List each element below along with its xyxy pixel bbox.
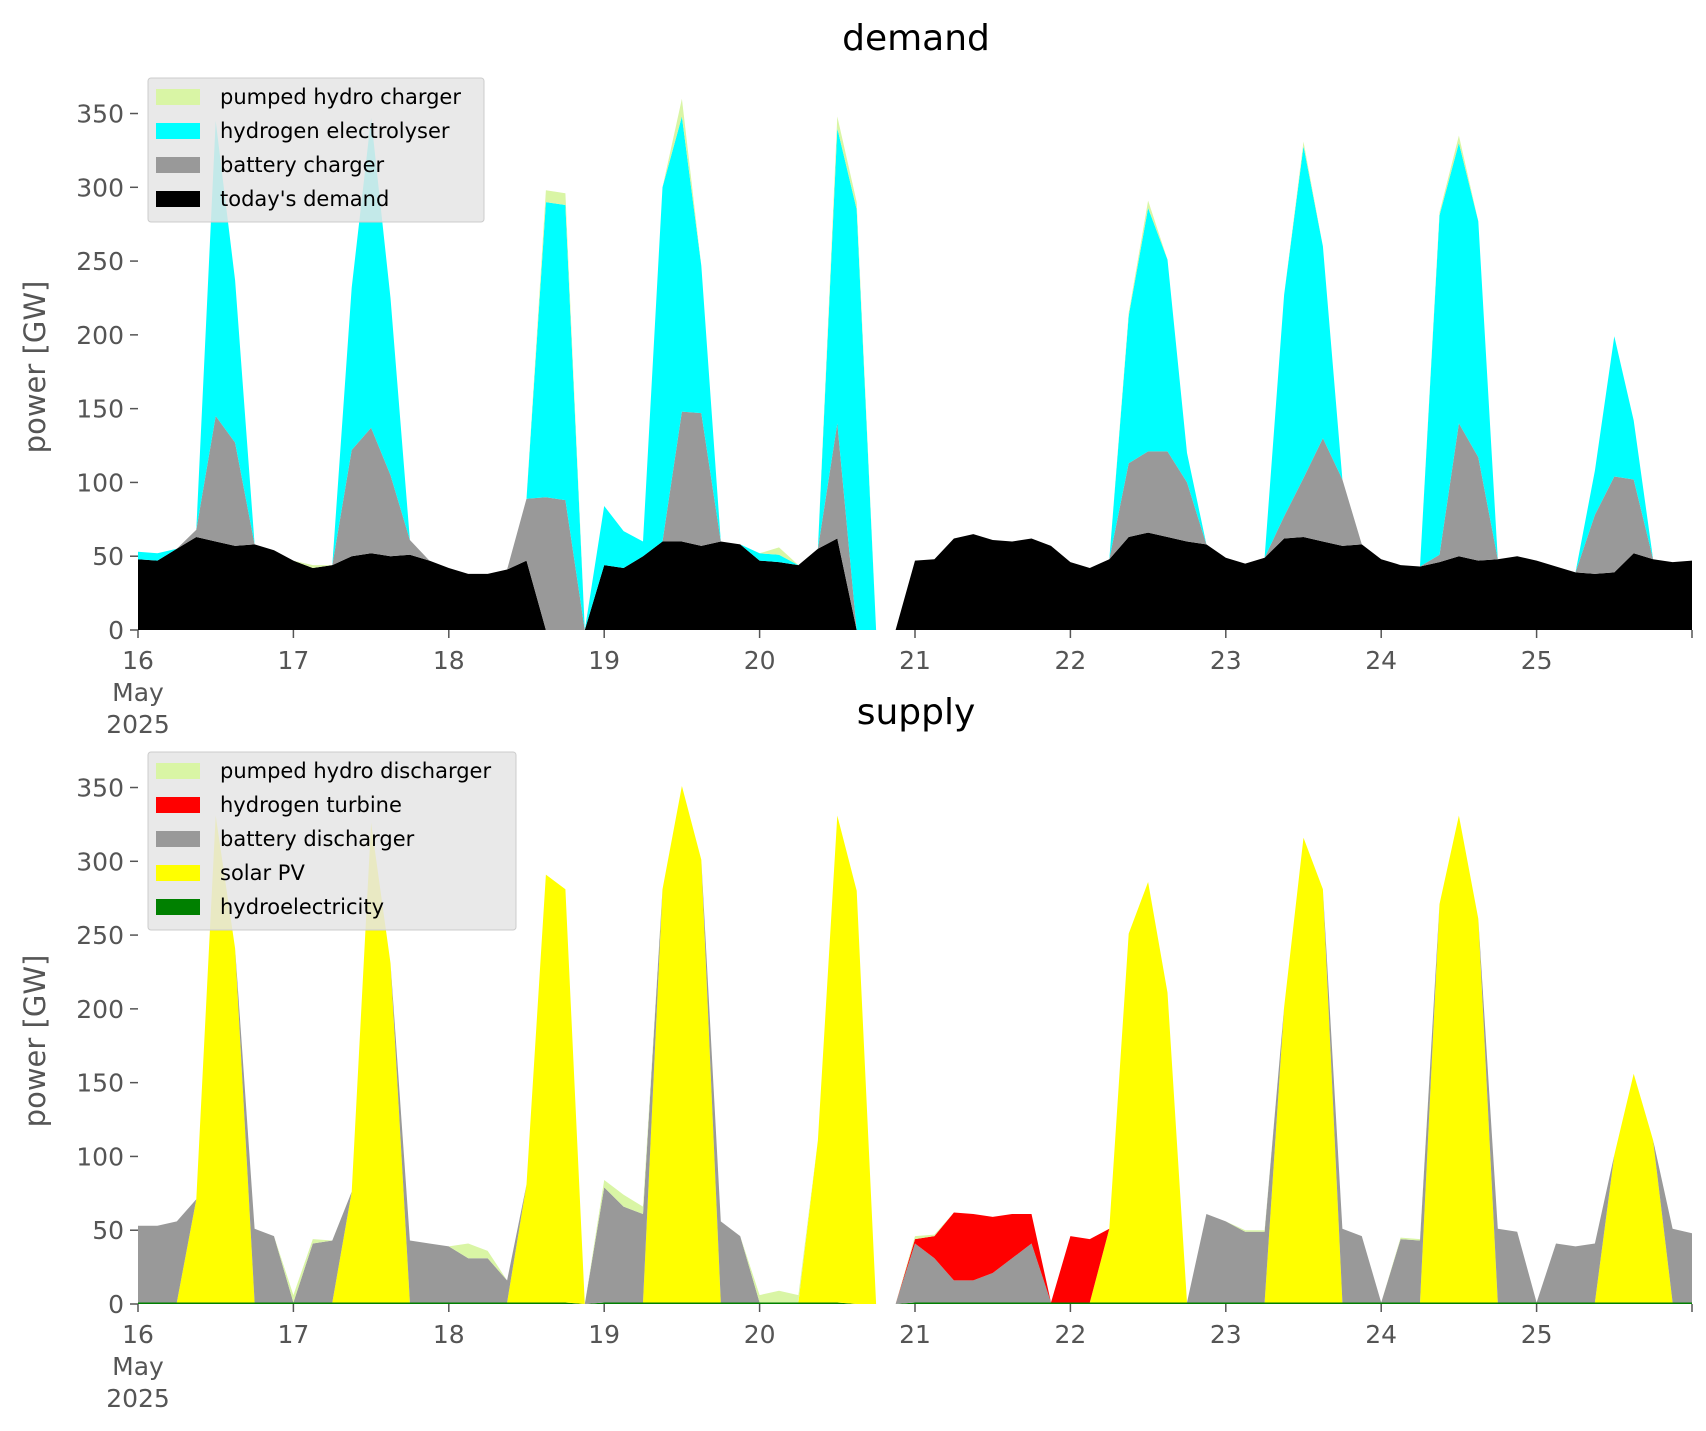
demand-panel: demand power [GW] 0 50 100 150 200 250 300 350 1…	[18, 18, 1693, 739]
y-tick-label: 100	[76, 468, 124, 497]
solar-pv-legend-label: solar PV	[220, 861, 305, 885]
demand-area-layers	[138, 98, 1692, 631]
hydroelectricity-area	[138, 1302, 1692, 1304]
x-tick-label: 23	[1210, 646, 1242, 675]
x-tick-label: May	[112, 1352, 164, 1381]
battery-charger-legend-swatch	[156, 157, 200, 173]
hydroelectricity-legend-label: hydroelectricity	[220, 895, 384, 919]
x-tick-label: 21	[899, 646, 931, 675]
x-tick-label: 24	[1365, 1320, 1397, 1349]
supply-y-axis-label: power [GW]	[18, 955, 52, 1128]
x-tick-label: 20	[744, 646, 776, 675]
x-tick-label: 20	[744, 1320, 776, 1349]
hydrogen-electrolyser-area	[138, 116, 1692, 630]
x-tick-label: 19	[588, 1320, 620, 1349]
solar-pv-area	[138, 786, 1692, 1304]
y-tick-label: 250	[76, 247, 124, 276]
supply-panel: supply power [GW] 0 50 100 150 200 250 300 350 1…	[18, 692, 1693, 1413]
y-tick-label: 0	[108, 616, 124, 645]
y-tick-label: 200	[76, 321, 124, 350]
supply-area-layers	[138, 786, 1692, 1304]
hydrogen-electrolyser-legend-swatch	[156, 123, 200, 139]
x-tick-label: May	[112, 678, 164, 707]
x-tick-label: 23	[1210, 1320, 1242, 1349]
y-tick-label: 350	[76, 774, 124, 803]
demand-y-axis-label: power [GW]	[18, 281, 52, 454]
x-tick-label: 2025	[106, 1384, 170, 1413]
y-tick-label: 250	[76, 921, 124, 950]
demand-chart-title: demand	[842, 18, 990, 59]
y-tick-label: 300	[76, 173, 124, 202]
battery-discharger-legend-label: battery discharger	[220, 827, 415, 851]
supply-chart-title: supply	[857, 692, 976, 733]
legend-box	[147, 77, 485, 223]
x-tick-label: 25	[1521, 1320, 1553, 1349]
pumped-hydro-discharger-legend-label: pumped hydro discharger	[220, 759, 491, 783]
y-tick-label: 350	[76, 100, 124, 129]
y-tick-label: 0	[108, 1290, 124, 1319]
x-tick-label: 21	[899, 1320, 931, 1349]
y-tick-label: 100	[76, 1142, 124, 1171]
pumped-hydro-charger-legend-swatch	[156, 89, 200, 105]
y-tick-label: 50	[92, 542, 124, 571]
hydrogen-turbine-legend-label: hydrogen turbine	[220, 793, 402, 817]
x-tick-label: 25	[1521, 646, 1553, 675]
x-tick-label: 19	[588, 646, 620, 675]
supply-legend: pumped hydro discharger hydrogen turbine b…	[147, 751, 517, 931]
y-tick-label: 50	[92, 1216, 124, 1245]
x-tick-label: 17	[277, 1320, 309, 1349]
demand-axes: 0 50 100 150 200 250 300 350 16 May 2025 17 18 19 20 21…	[76, 100, 1693, 739]
pumped-hydro-charger-legend-label: pumped hydro charger	[220, 85, 461, 109]
pumped-hydro-discharger-legend-swatch	[156, 763, 200, 779]
x-tick-label: 24	[1365, 646, 1397, 675]
today-s-demand-legend-swatch	[156, 191, 200, 207]
battery-charger-legend-label: battery charger	[220, 153, 385, 177]
x-tick-label: 18	[433, 646, 465, 675]
supply-axes: 0 50 100 150 200 250 300 350 16 May 2025 17 18 19 20 21…	[76, 774, 1693, 1413]
solar-pv-legend-swatch	[156, 865, 200, 881]
x-tick-label: 16	[122, 1320, 154, 1349]
x-tick-label: 2025	[106, 710, 170, 739]
today-s-demand-legend-label: today's demand	[220, 187, 389, 211]
today-s-demand-area	[138, 532, 1692, 630]
battery-discharger-legend-swatch	[156, 831, 200, 847]
hydroelectricity-legend-swatch	[156, 899, 200, 915]
hydrogen-electrolyser-legend-label: hydrogen electrolyser	[220, 119, 450, 143]
y-tick-label: 300	[76, 847, 124, 876]
x-tick-label: 16	[122, 646, 154, 675]
x-tick-label: 22	[1054, 646, 1086, 675]
hydrogen-turbine-legend-swatch	[156, 797, 200, 813]
y-tick-label: 200	[76, 995, 124, 1024]
y-tick-label: 150	[76, 395, 124, 424]
x-tick-label: 17	[277, 646, 309, 675]
legend-box	[147, 751, 517, 931]
y-tick-label: 150	[76, 1069, 124, 1098]
x-tick-label: 22	[1054, 1320, 1086, 1349]
x-tick-label: 18	[433, 1320, 465, 1349]
demand-legend: pumped hydro charger hydrogen electrolyse…	[147, 77, 485, 223]
